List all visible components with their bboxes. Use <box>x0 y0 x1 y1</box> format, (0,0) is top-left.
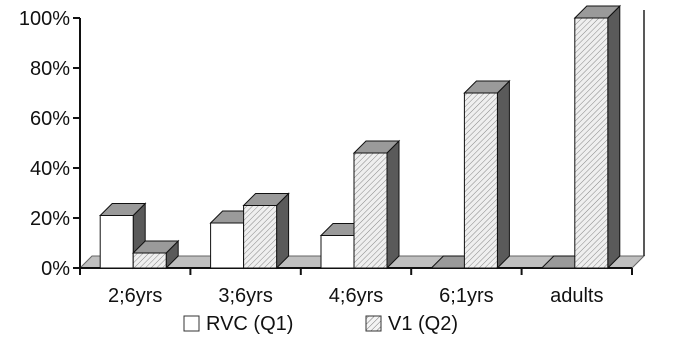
y-tick-label: 60% <box>30 108 70 130</box>
x-tick-label: 4;6yrs <box>329 285 383 307</box>
y-tick-label: 40% <box>30 158 70 180</box>
bar-v1-3 <box>463 79 511 270</box>
y-tick-label: 100% <box>19 8 70 30</box>
legend-label: RVC (Q1) <box>206 313 293 335</box>
x-tick-label: 6;1yrs <box>439 285 493 307</box>
bar-v1-4 <box>573 4 622 270</box>
x-tick-label: 3;6yrs <box>218 285 272 307</box>
x-tick-label: 2;6yrs <box>108 285 162 307</box>
y-tick-label: 80% <box>30 58 70 80</box>
legend-label: V1 (Q2) <box>388 313 458 335</box>
bar-v1-2 <box>352 139 401 270</box>
tick-labels: 0% 20% 40% 60% 80% 100% 2;6yrs 3;6yrs 4;6yrs 6;1y… <box>19 8 604 307</box>
y-tick-label: 20% <box>30 208 70 230</box>
bar-v1-1 <box>242 192 290 270</box>
bar-rvc-0 <box>98 202 147 270</box>
y-tick-label: 0% <box>41 258 70 280</box>
legend: RVC (Q1) V1 (Q2) <box>183 313 458 335</box>
bars <box>98 4 622 270</box>
legend-swatch <box>365 315 382 332</box>
bar-v1-0 <box>131 239 180 270</box>
x-tick-label: adults <box>550 285 603 307</box>
legend-swatch <box>183 315 200 332</box>
